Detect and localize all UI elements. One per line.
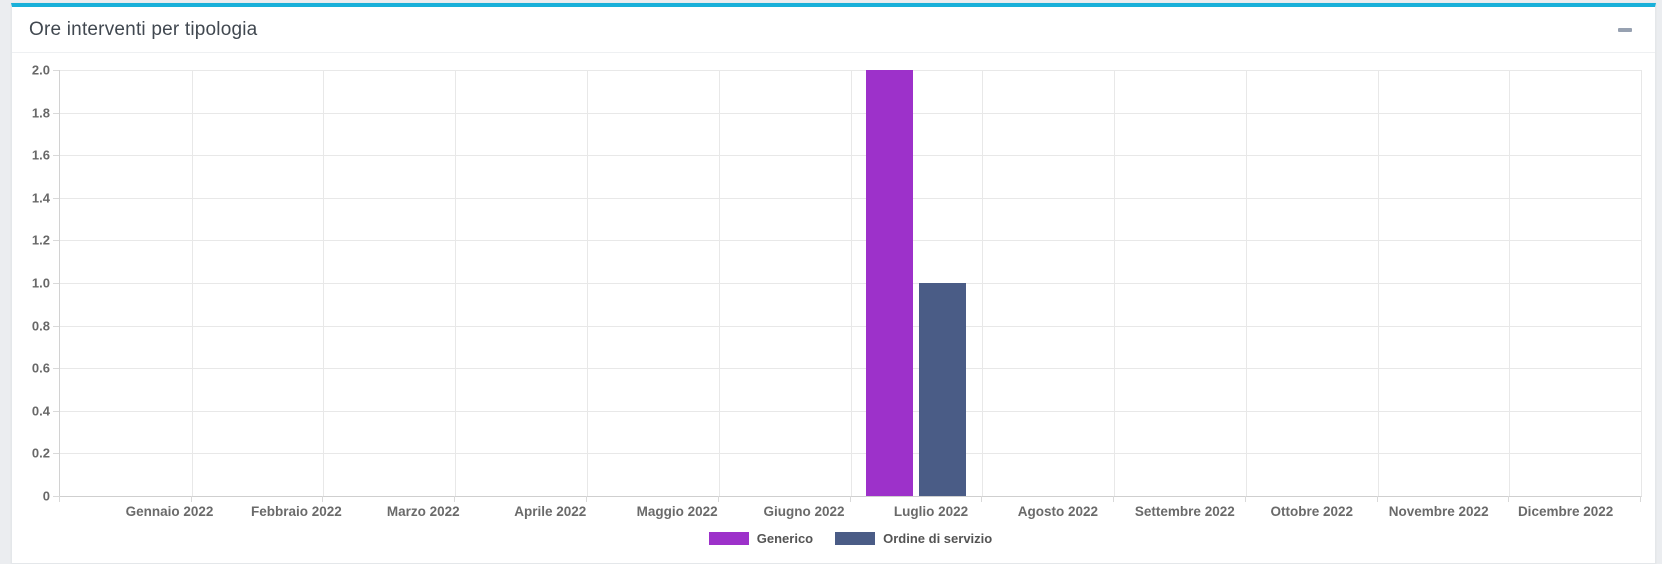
y-tick-label: 1.2 xyxy=(31,232,50,248)
x-tick xyxy=(849,496,851,502)
x-tick xyxy=(1508,496,1510,502)
x-axis-label: Giugno 2022 xyxy=(763,504,845,519)
y-tick xyxy=(53,496,59,497)
x-axis-label: Maggio 2022 xyxy=(636,504,718,519)
y-tick xyxy=(53,240,59,242)
legend-item-generico[interactable]: Generico xyxy=(708,531,814,546)
bar-ordine-di-servizio[interactable] xyxy=(919,283,967,496)
x-tick xyxy=(454,496,456,502)
y-tick-label: 1.0 xyxy=(31,275,50,291)
x-tick xyxy=(717,496,719,502)
y-tick xyxy=(53,283,59,284)
v-gridline xyxy=(850,70,852,496)
x-tick xyxy=(1244,496,1246,502)
y-tick-label: 2.0 xyxy=(31,62,50,78)
x-tick xyxy=(59,496,60,502)
x-tick xyxy=(585,496,587,502)
chart-area: 0 0.2 0.4 0.6 0.8 1.0 1.2 1.4 1.6 1.8 2.0 Gennaio … xyxy=(12,53,1655,546)
x-axis-label: Novembre 2022 xyxy=(1388,504,1489,519)
legend-label: Generico xyxy=(756,531,814,546)
y-tick-label: 0 xyxy=(42,488,50,504)
y-tick xyxy=(53,325,59,327)
legend-label: Ordine di servizio xyxy=(883,531,993,546)
bar-generico[interactable] xyxy=(866,70,914,496)
v-gridline xyxy=(1509,70,1511,496)
v-gridline xyxy=(323,70,325,496)
v-gridline xyxy=(982,70,984,496)
y-tick-label: 0.6 xyxy=(31,360,50,376)
legend-swatch xyxy=(835,532,876,545)
x-axis-label: Dicembre 2022 xyxy=(1517,504,1614,519)
y-tick-label: 1.6 xyxy=(31,147,50,163)
collapse-button[interactable] xyxy=(1612,17,1638,43)
y-tick xyxy=(53,112,59,114)
x-axis-label: Agosto 2022 xyxy=(1017,504,1099,519)
y-tick xyxy=(53,453,59,455)
x-axis-label: Ottobre 2022 xyxy=(1270,504,1354,519)
legend-item-ordine-di-servizio[interactable]: Ordine di servizio xyxy=(835,531,992,546)
y-tick-label: 1.4 xyxy=(31,190,50,206)
y-tick xyxy=(53,197,59,199)
v-gridline xyxy=(1113,70,1115,496)
x-tick xyxy=(322,496,324,502)
y-tick-label: 0.2 xyxy=(31,445,50,461)
v-gridline xyxy=(586,70,588,496)
y-tick xyxy=(53,368,59,370)
y-tick-label: 0.4 xyxy=(31,403,50,419)
v-gridline xyxy=(718,70,720,496)
x-axis-label: Gennaio 2022 xyxy=(125,504,214,519)
plot-area: 0 0.2 0.4 0.6 0.8 1.0 1.2 1.4 1.6 1.8 2.0 xyxy=(32,63,1642,504)
x-tick xyxy=(1112,496,1114,502)
x-axis-label: Marzo 2022 xyxy=(386,504,460,519)
chart-legend: Generico Ordine di servizio xyxy=(59,531,1642,546)
x-axis-label: Settembre 2022 xyxy=(1134,504,1235,519)
x-tick xyxy=(1376,496,1378,502)
v-gridline xyxy=(455,70,457,496)
x-axis-label: Aprile 2022 xyxy=(514,504,587,519)
y-tick xyxy=(53,410,59,412)
y-tick xyxy=(53,70,59,71)
x-tick xyxy=(1640,496,1641,502)
minus-icon xyxy=(1618,27,1632,32)
x-tick xyxy=(981,496,983,502)
y-tick-label: 0.8 xyxy=(31,318,50,334)
x-tick xyxy=(190,496,192,502)
v-gridline xyxy=(1245,70,1247,496)
chart-card: Ore interventi per tipologia 0 0.2 0.4 0.6 0… xyxy=(11,3,1656,564)
x-axis-label: Luglio 2022 xyxy=(893,504,969,519)
card-header: Ore interventi per tipologia xyxy=(12,7,1655,53)
x-axis-labels: Gennaio 2022 Febbraio 2022 Marzo 2022 April… xyxy=(106,504,1629,524)
y-tick-label: 1.8 xyxy=(31,105,50,121)
card-title: Ore interventi per tipologia xyxy=(29,18,258,40)
y-tick xyxy=(53,155,59,157)
v-gridline xyxy=(191,70,193,496)
v-gridline xyxy=(1377,70,1379,496)
x-axis-label: Febbraio 2022 xyxy=(250,504,342,519)
legend-swatch xyxy=(708,532,749,545)
